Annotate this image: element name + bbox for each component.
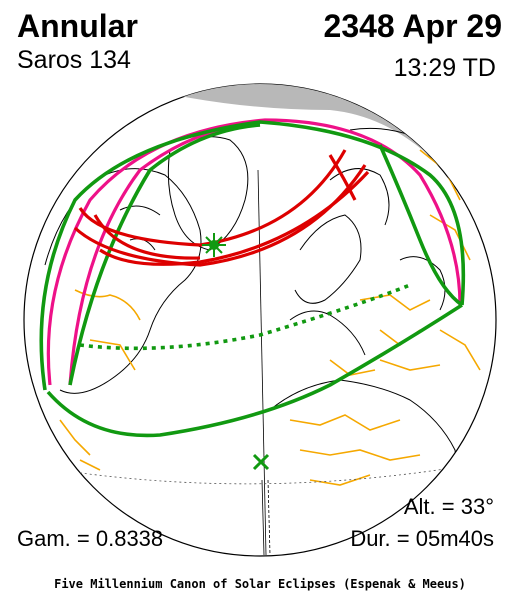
penumbra-limits xyxy=(39,120,466,438)
gamma-value: Gam. = 0.8338 xyxy=(17,526,164,551)
central-line xyxy=(79,283,411,351)
star-icon xyxy=(202,233,226,257)
political-borders xyxy=(59,149,481,486)
coastlines xyxy=(44,127,461,501)
reference-meridian xyxy=(257,169,271,556)
sun-altitude: Alt. = 33° xyxy=(403,494,494,519)
eclipse-duration: Dur. = 05m40s xyxy=(350,526,494,551)
cross-icon xyxy=(252,453,270,471)
footer-credit: Five Millennium Canon of Solar Eclipses … xyxy=(54,577,466,591)
eclipse-type: Annular xyxy=(17,8,138,44)
annular-path xyxy=(73,149,370,267)
saros-series: Saros 134 xyxy=(17,46,131,74)
eclipse-date: 2348 Apr 29 xyxy=(323,8,502,44)
greatest-eclipse-time: 13:29 TD xyxy=(393,54,496,82)
